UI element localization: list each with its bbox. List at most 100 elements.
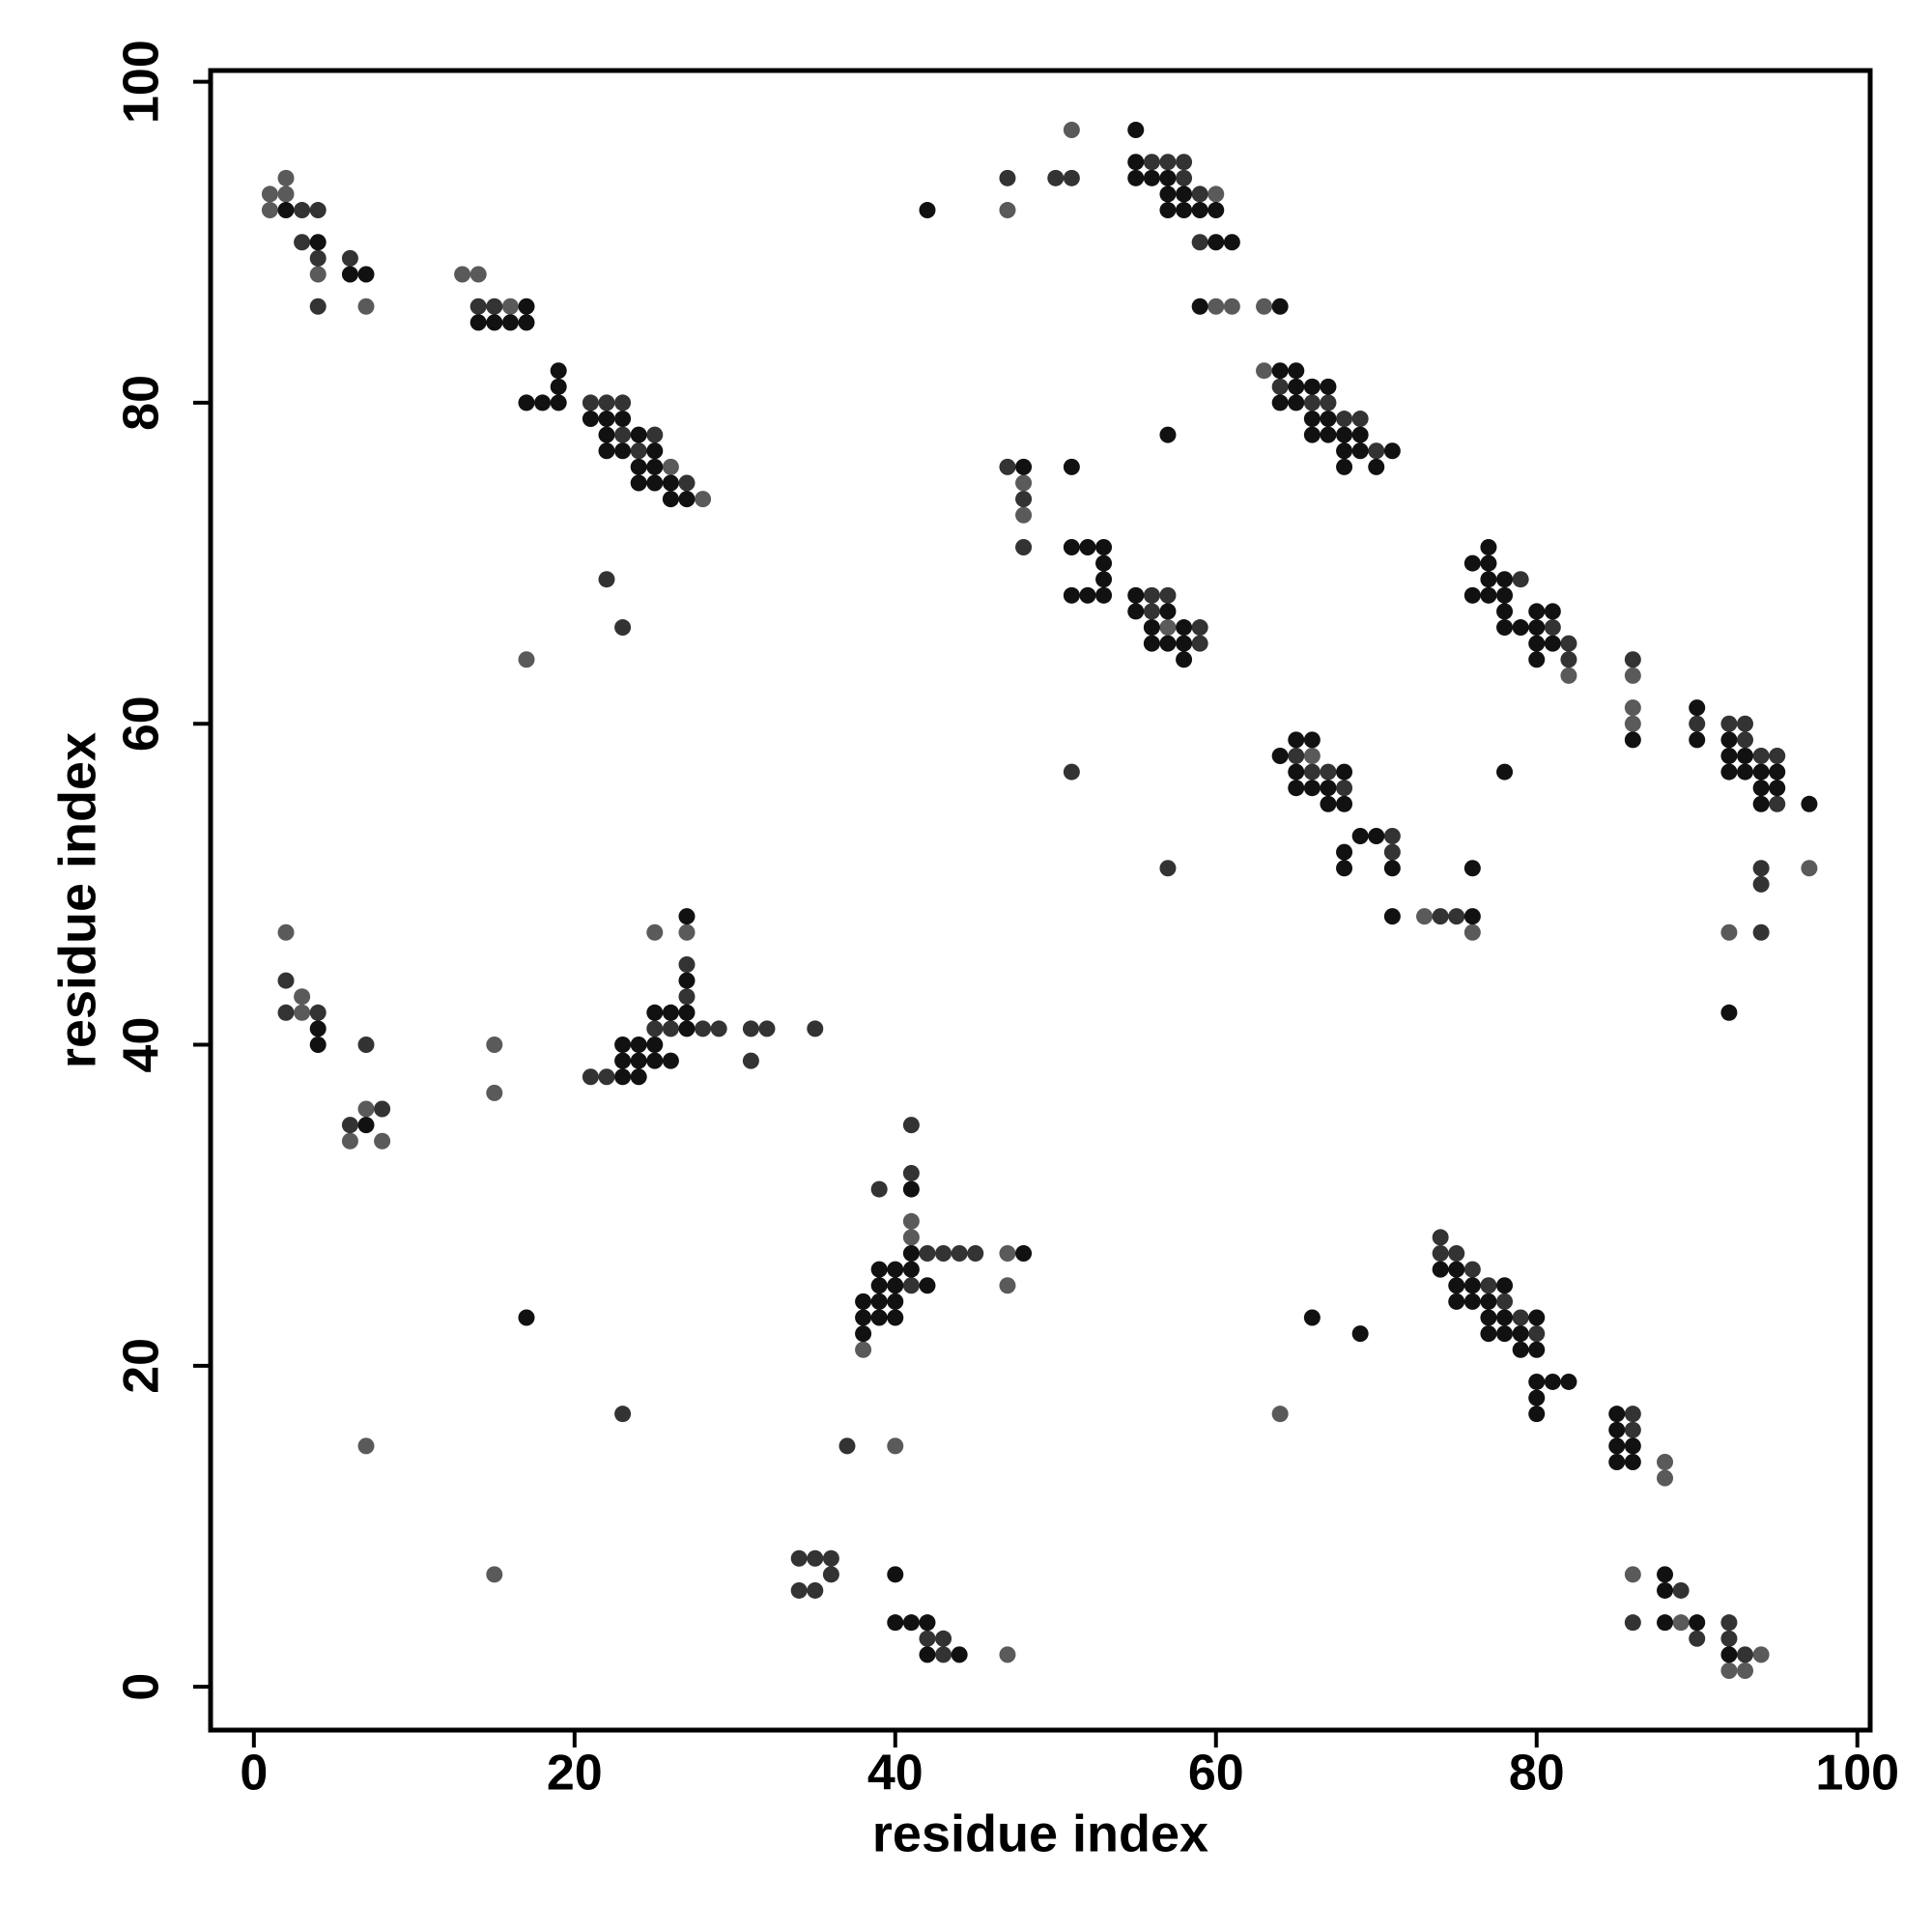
point xyxy=(1463,923,1481,941)
point xyxy=(1143,586,1160,604)
point xyxy=(1560,667,1577,684)
point xyxy=(486,314,503,331)
point xyxy=(630,1068,647,1086)
point xyxy=(582,411,599,428)
point xyxy=(518,394,535,412)
point xyxy=(902,1245,920,1263)
point xyxy=(1624,651,1641,668)
point xyxy=(1271,394,1289,412)
point xyxy=(1063,586,1080,604)
point xyxy=(309,1004,327,1021)
point xyxy=(341,249,358,267)
point xyxy=(919,202,936,219)
point xyxy=(1720,1004,1738,1021)
point xyxy=(1159,860,1177,877)
point xyxy=(1159,154,1177,171)
point xyxy=(710,1020,727,1037)
point xyxy=(341,1132,358,1150)
point xyxy=(1560,1373,1577,1390)
point xyxy=(1191,202,1208,219)
point xyxy=(486,1084,503,1101)
point xyxy=(1351,828,1369,845)
point xyxy=(695,1020,712,1037)
point xyxy=(1320,780,1337,797)
point xyxy=(501,298,519,315)
point xyxy=(1512,1341,1529,1358)
point xyxy=(1143,603,1160,620)
point xyxy=(1689,1630,1706,1647)
point xyxy=(807,1581,824,1599)
point xyxy=(1288,747,1305,764)
point xyxy=(1159,169,1177,186)
point xyxy=(1752,860,1770,877)
point xyxy=(999,202,1016,219)
point xyxy=(807,1549,824,1567)
point xyxy=(1368,828,1385,845)
point xyxy=(1448,1261,1465,1278)
point xyxy=(294,202,311,219)
point xyxy=(1303,747,1321,764)
point xyxy=(1191,185,1208,203)
point xyxy=(1769,747,1786,764)
point xyxy=(1512,571,1529,588)
point xyxy=(1351,426,1369,443)
point xyxy=(1336,795,1353,812)
point xyxy=(1383,843,1401,861)
point xyxy=(1528,1325,1546,1343)
point xyxy=(1256,362,1273,380)
point xyxy=(1496,1309,1514,1326)
point xyxy=(646,474,664,492)
point xyxy=(1320,763,1337,781)
point xyxy=(1448,1277,1465,1294)
point xyxy=(1432,908,1449,925)
point xyxy=(678,988,696,1006)
point xyxy=(598,571,615,588)
point xyxy=(1015,458,1033,475)
point xyxy=(678,1020,696,1037)
point xyxy=(822,1566,839,1583)
point xyxy=(1063,458,1080,475)
point xyxy=(1720,1646,1738,1663)
point xyxy=(678,923,696,941)
point xyxy=(999,458,1016,475)
point xyxy=(1079,586,1096,604)
point xyxy=(1303,411,1321,428)
point xyxy=(1271,378,1289,395)
point xyxy=(902,1261,920,1278)
point xyxy=(1432,1229,1449,1246)
point xyxy=(1480,1293,1497,1310)
point xyxy=(1608,1406,1626,1423)
point xyxy=(1159,603,1177,620)
point xyxy=(1383,442,1401,460)
point xyxy=(1191,635,1208,652)
point xyxy=(1303,731,1321,749)
point xyxy=(887,1614,904,1632)
point xyxy=(1351,411,1369,428)
point xyxy=(902,1277,920,1294)
point xyxy=(1496,586,1514,604)
point xyxy=(790,1549,808,1567)
point xyxy=(1560,635,1577,652)
point xyxy=(999,169,1016,186)
point xyxy=(1544,635,1561,652)
point xyxy=(1624,1406,1641,1423)
point xyxy=(1624,1437,1641,1455)
point xyxy=(486,1566,503,1583)
point xyxy=(1737,1662,1754,1680)
point xyxy=(357,266,375,283)
point xyxy=(951,1245,968,1263)
point xyxy=(277,1004,295,1021)
point xyxy=(1303,378,1321,395)
point xyxy=(1095,586,1113,604)
y-tick-label: 20 xyxy=(114,1338,170,1394)
point xyxy=(662,491,679,508)
point xyxy=(1496,619,1514,637)
point xyxy=(1480,1277,1497,1294)
point xyxy=(662,458,679,475)
point xyxy=(1512,1309,1529,1326)
point xyxy=(630,474,647,492)
point xyxy=(678,491,696,508)
point xyxy=(630,1052,647,1069)
point xyxy=(1127,154,1145,171)
point xyxy=(341,1117,358,1134)
